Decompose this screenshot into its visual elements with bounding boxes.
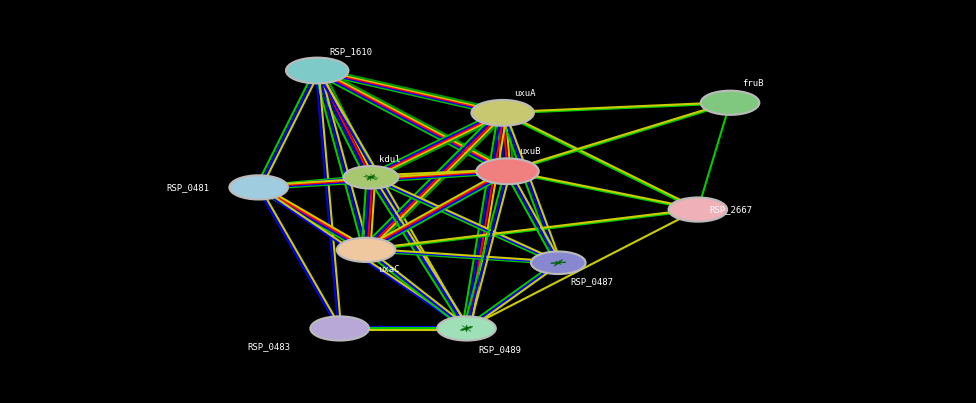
- Text: RSP_0487: RSP_0487: [570, 278, 613, 287]
- Circle shape: [229, 175, 288, 199]
- Circle shape: [344, 166, 398, 189]
- Circle shape: [531, 251, 586, 274]
- Circle shape: [310, 316, 369, 341]
- Circle shape: [286, 58, 348, 83]
- Text: uxuA: uxuA: [514, 89, 536, 98]
- Text: RSP_0489: RSP_0489: [478, 345, 521, 354]
- Text: RSP_0483: RSP_0483: [247, 342, 290, 351]
- Circle shape: [471, 100, 534, 126]
- Text: RSP_1610: RSP_1610: [329, 47, 372, 56]
- Circle shape: [437, 316, 496, 341]
- Circle shape: [476, 158, 539, 184]
- Text: RSP_2667: RSP_2667: [710, 205, 752, 214]
- Text: fruB: fruB: [742, 79, 763, 88]
- Circle shape: [701, 91, 759, 115]
- Text: uxuB: uxuB: [519, 147, 541, 156]
- Circle shape: [337, 238, 395, 262]
- Text: RSP_0481: RSP_0481: [166, 183, 209, 192]
- Circle shape: [669, 197, 727, 222]
- Text: kdul: kdul: [379, 155, 400, 164]
- Text: uxaC: uxaC: [378, 265, 399, 274]
